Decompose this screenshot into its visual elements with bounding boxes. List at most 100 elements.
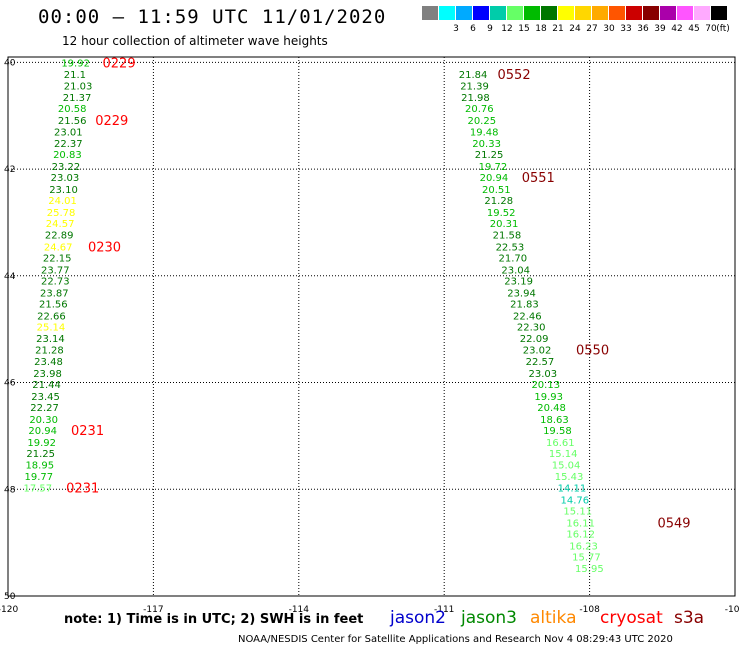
wave-height-value: 23.87 (40, 288, 69, 299)
wave-height-value: 23.10 (49, 185, 78, 196)
legend-swatch (439, 6, 455, 20)
wave-height-value: 19.92 (27, 438, 56, 449)
wave-height-value: 17.57 (24, 484, 53, 495)
x-tick-label: -105 (725, 605, 740, 615)
pass-time-label: 0550 (576, 343, 609, 358)
wave-height-value: 14.11 (558, 484, 587, 495)
legend-label: 70 (705, 24, 717, 34)
wave-height-value: 21.37 (63, 93, 92, 104)
legend-label: 45 (688, 24, 700, 34)
pass-time-label: 0549 (657, 516, 690, 531)
legend-label: 15 (518, 24, 530, 34)
wave-height-value: 20.58 (58, 104, 87, 115)
wave-height-value: 23.48 (34, 357, 63, 368)
wave-height-value: 23.22 (52, 162, 81, 173)
wave-height-value: 20.25 (467, 116, 496, 127)
wave-height-value: 23.94 (507, 288, 536, 299)
wave-height-value: 21.39 (460, 81, 489, 92)
pass-time-label: 0231 (66, 482, 99, 497)
wave-height-value: 23.45 (31, 392, 60, 403)
wave-height-value: 16.11 (566, 518, 595, 529)
wave-height-value: 20.83 (53, 150, 82, 161)
wave-height-value: 22.66 (37, 311, 66, 322)
legend-swatch (609, 6, 625, 20)
wave-height-value: 25.14 (37, 323, 66, 334)
y-tick-label: 42 (4, 165, 15, 175)
legend-swatch (711, 6, 727, 20)
wave-height-value: 21.28 (35, 345, 64, 356)
wave-height-value: 21.25 (475, 150, 504, 161)
legend-swatch (541, 6, 557, 20)
wave-height-value: 23.04 (501, 265, 530, 276)
wave-height-value: 22.89 (45, 231, 74, 242)
legend-swatch (473, 6, 489, 20)
legend-label: 27 (586, 24, 598, 34)
legend-swatch (626, 6, 642, 20)
x-tick-label: -117 (143, 605, 163, 615)
pass-time-label: 0230 (88, 240, 121, 255)
wave-height-value: 23.02 (523, 345, 552, 356)
legend-unit: (ft) (716, 24, 730, 34)
y-tick-label: 48 (4, 485, 16, 495)
wave-height-value: 19.48 (470, 128, 499, 139)
wave-height-value: 22.37 (54, 139, 83, 150)
legend-label: 39 (654, 24, 666, 34)
legend-swatch (592, 6, 608, 20)
legend-swatch (643, 6, 659, 20)
wave-height-value: 23.03 (529, 369, 558, 380)
wave-height-value: 22.53 (496, 242, 525, 253)
wave-height-value: 20.94 (480, 173, 509, 184)
legend-swatch (677, 6, 693, 20)
wave-height-value: 21.1 (64, 70, 86, 81)
wave-height-value: 22.30 (517, 323, 546, 334)
wave-height-value: 16.12 (566, 530, 595, 541)
satellite-label-jason2: jason2 (390, 608, 446, 628)
legend-label: 18 (535, 24, 547, 34)
legend-label: 24 (569, 24, 581, 34)
pass-time-label: 0552 (498, 68, 531, 83)
wave-height-value: 15.43 (555, 472, 584, 483)
satellite-label-s3a: s3a (674, 608, 705, 628)
wave-height-value: 15.77 (572, 553, 601, 564)
legend-label: 12 (501, 24, 513, 34)
legend-swatch (694, 6, 710, 20)
legend-label: 42 (671, 24, 683, 34)
legend-label: 9 (487, 24, 493, 34)
wave-height-value: 22.46 (513, 311, 542, 322)
legend-swatch (507, 6, 523, 20)
wave-height-value: 23.98 (33, 369, 62, 380)
wave-height-value: 15.14 (549, 449, 578, 460)
legend-swatch (422, 6, 438, 20)
pass-time-label: 0229 (103, 56, 136, 71)
pass-time-label: 0231 (71, 424, 104, 439)
wave-height-value: 20.13 (531, 380, 560, 391)
legend-label: 36 (637, 24, 649, 34)
wave-height-value: 21.70 (498, 254, 527, 265)
wave-height-value: 21.84 (459, 70, 488, 81)
wave-height-value: 23.19 (504, 277, 533, 288)
wave-height-value: 15.04 (552, 461, 581, 472)
chart-title: 00:00 — 11:59 UTC 11/01/2020 (38, 6, 387, 28)
wave-height-value: 21.28 (484, 196, 513, 207)
wave-height-value: 23.77 (41, 265, 70, 276)
legend-swatch (524, 6, 540, 20)
satellite-label-jason3: jason3 (461, 608, 517, 628)
wave-height-value: 25.78 (47, 208, 76, 219)
wave-height-value: 22.57 (526, 357, 555, 368)
wave-height-value: 15.95 (575, 564, 604, 575)
wave-height-value: 22.15 (43, 254, 72, 265)
wave-height-value: 16.61 (546, 438, 575, 449)
wave-height-value: 14.76 (561, 495, 590, 506)
y-tick-label: 44 (4, 272, 16, 282)
wave-height-value: 20.48 (537, 403, 566, 414)
wave-height-value: 21.83 (510, 300, 539, 311)
pass-time-label: 0551 (522, 171, 555, 186)
wave-height-value: 18.95 (25, 461, 54, 472)
wave-height-value: 22.27 (30, 403, 59, 414)
legend-swatch (490, 6, 506, 20)
y-tick-label: 50 (4, 592, 16, 602)
wave-height-value: 23.03 (51, 173, 80, 184)
wave-height-value: 21.98 (461, 93, 490, 104)
wave-height-value: 21.25 (26, 449, 55, 460)
